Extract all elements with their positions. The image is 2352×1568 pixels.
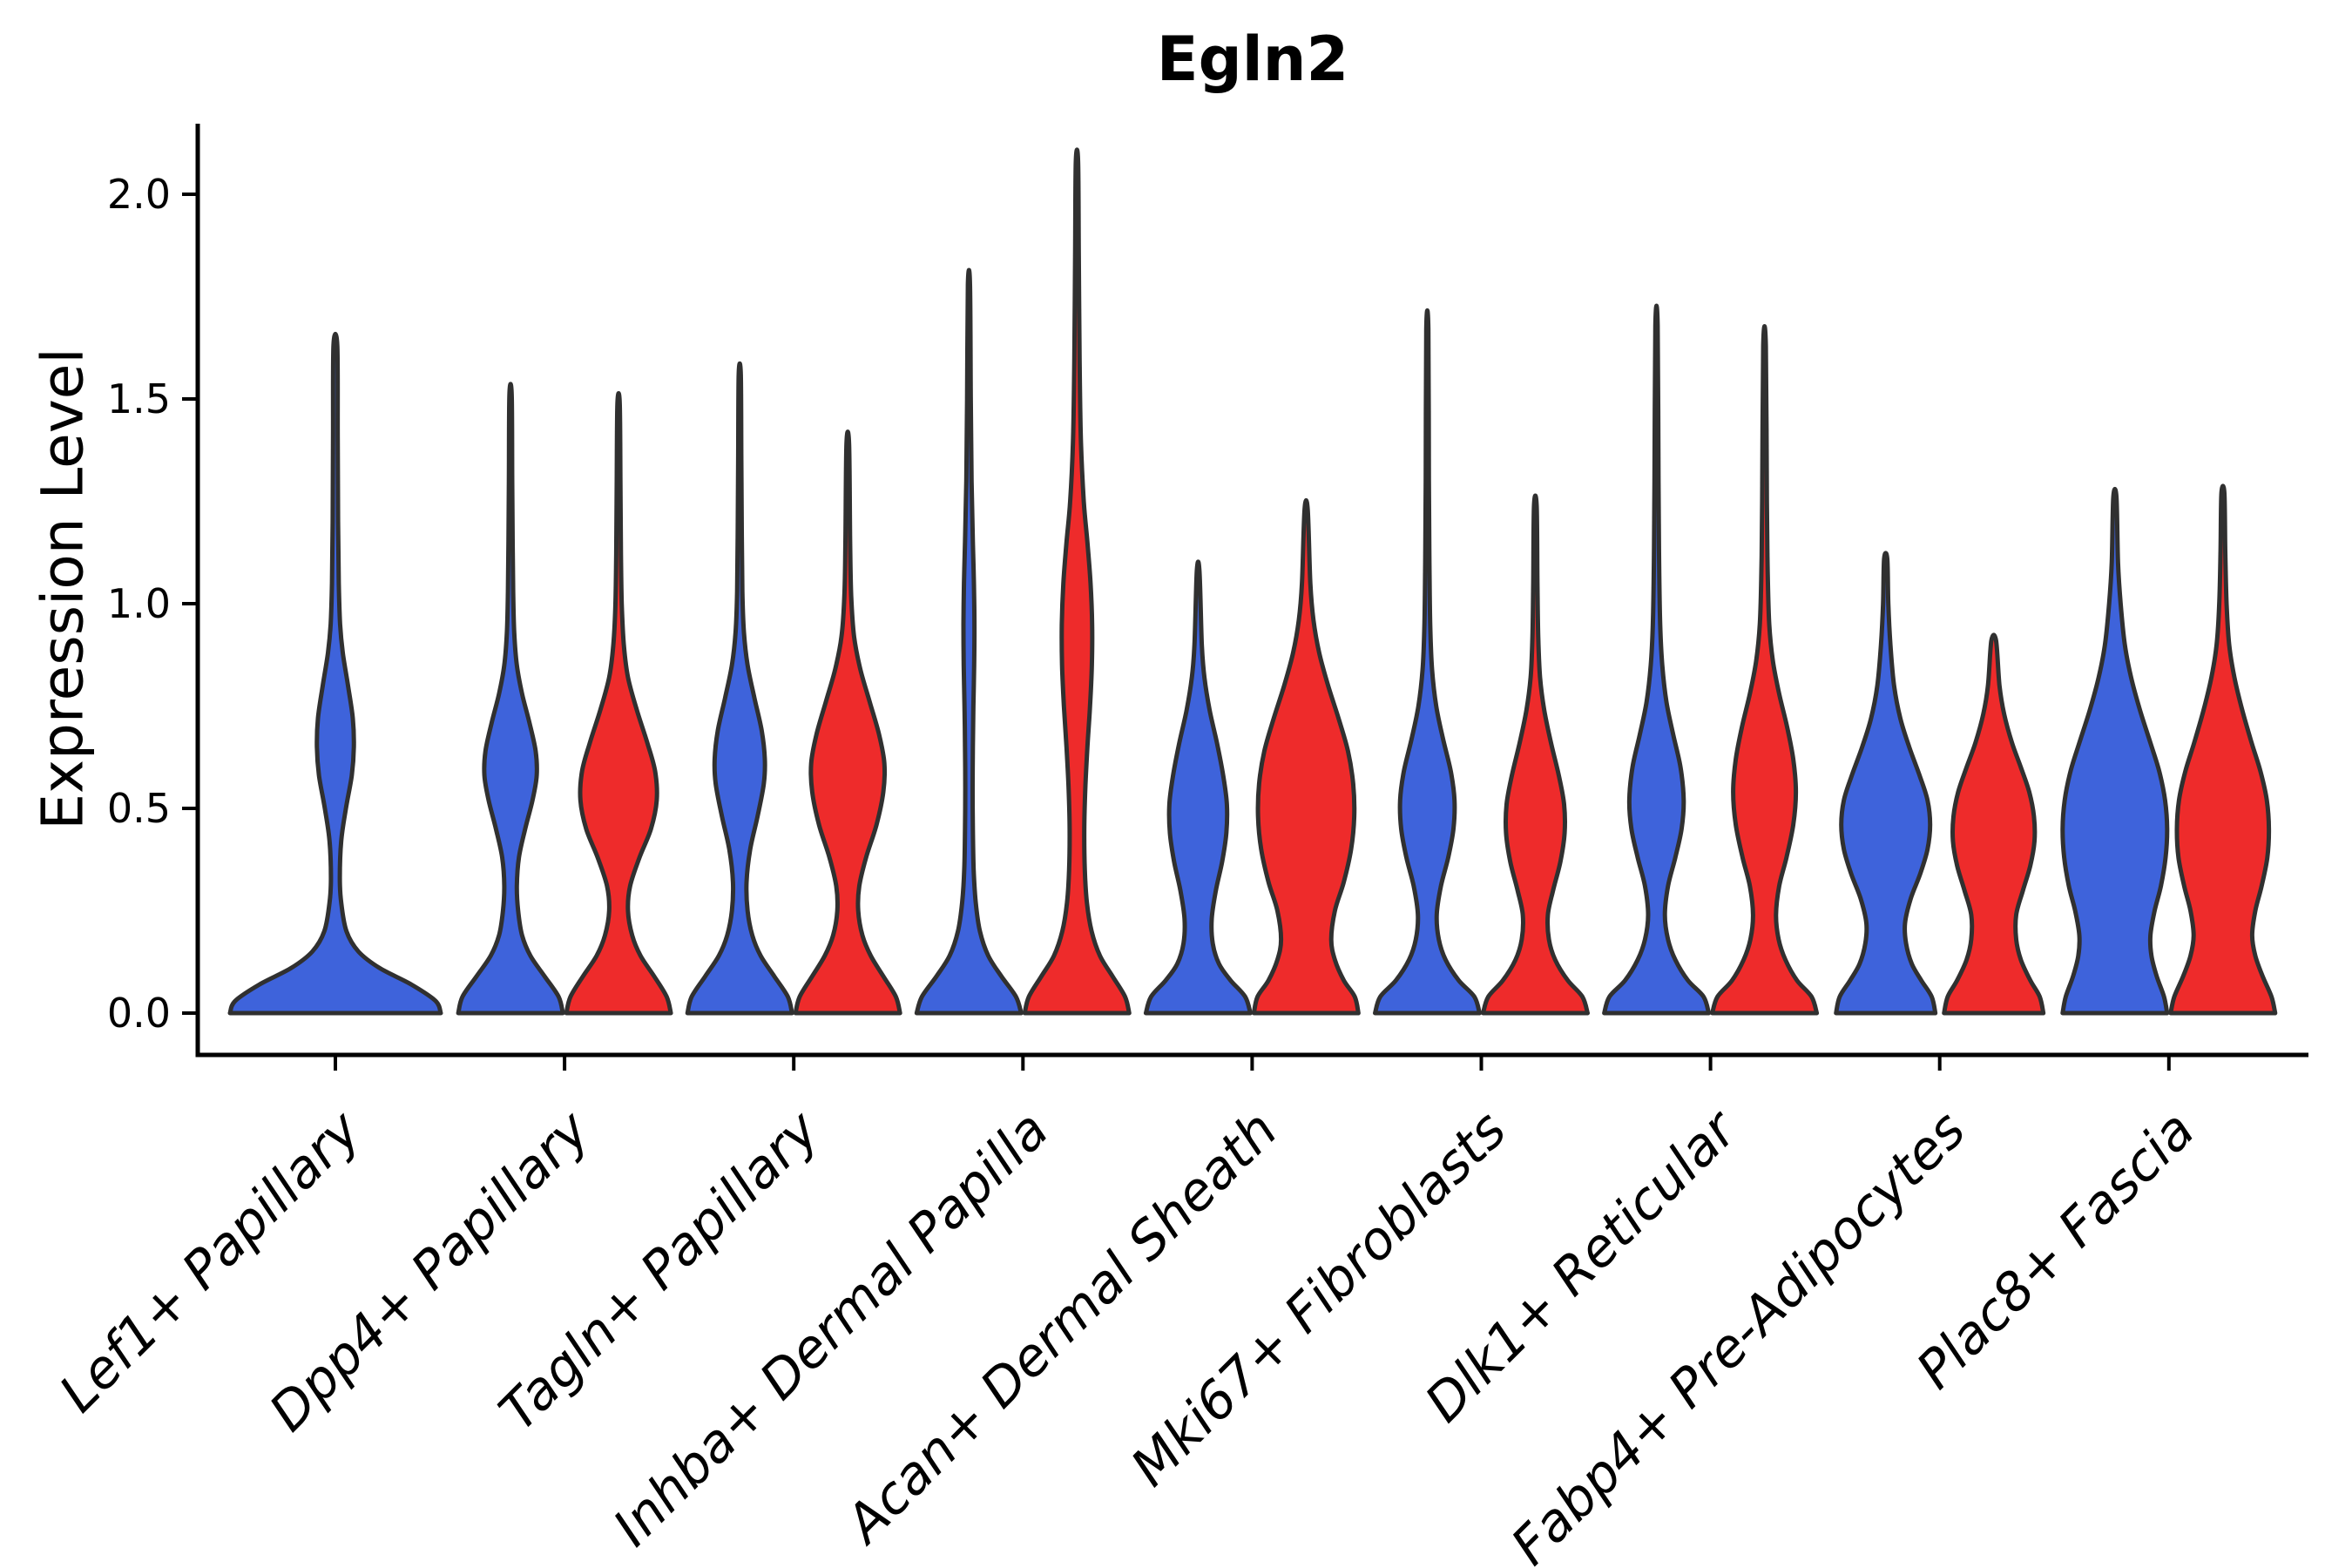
- violin-mki67-fibroblasts-red: [1481, 493, 1590, 1016]
- violin-acan-dermal-sheath-blue: [1143, 559, 1253, 1016]
- plot-title: Egln2: [1156, 24, 1349, 95]
- violin-dlk1-reticular-blue: [1602, 303, 1712, 1016]
- violin-inhba-dermal-papilla-blue: [914, 267, 1024, 1016]
- axis-spines: [195, 124, 2308, 1058]
- violin-acan-dermal-sheath-red: [1251, 497, 1361, 1016]
- violin-dlk1-reticular-red: [1710, 324, 1820, 1016]
- y-tick-label: 0.0: [106, 990, 171, 1037]
- violin-fabp4-pre-adipocytes-red: [1942, 632, 2046, 1016]
- violin-plac8-fascia-blue: [2060, 486, 2170, 1016]
- violin-tagln-papillary-red: [793, 429, 902, 1016]
- violin-fabp4-pre-adipocytes-blue: [1834, 551, 1938, 1016]
- violin-dpp4-papillary-blue: [456, 382, 565, 1016]
- violin-tagln-papillary-blue: [685, 361, 794, 1016]
- y-tick-label: 0.5: [106, 785, 171, 832]
- violin-dpp4-papillary-red: [564, 391, 673, 1016]
- violin-mki67-fibroblasts-blue: [1373, 308, 1482, 1016]
- violin-lef1-papillary-blue: [227, 331, 443, 1016]
- violin-inhba-dermal-papilla-red: [1022, 147, 1132, 1016]
- y-tick-label: 2.0: [106, 171, 171, 218]
- violin-plac8-fascia-red: [2168, 483, 2278, 1016]
- y-tick-label: 1.0: [106, 580, 171, 627]
- y-tick-label: 1.5: [106, 375, 171, 422]
